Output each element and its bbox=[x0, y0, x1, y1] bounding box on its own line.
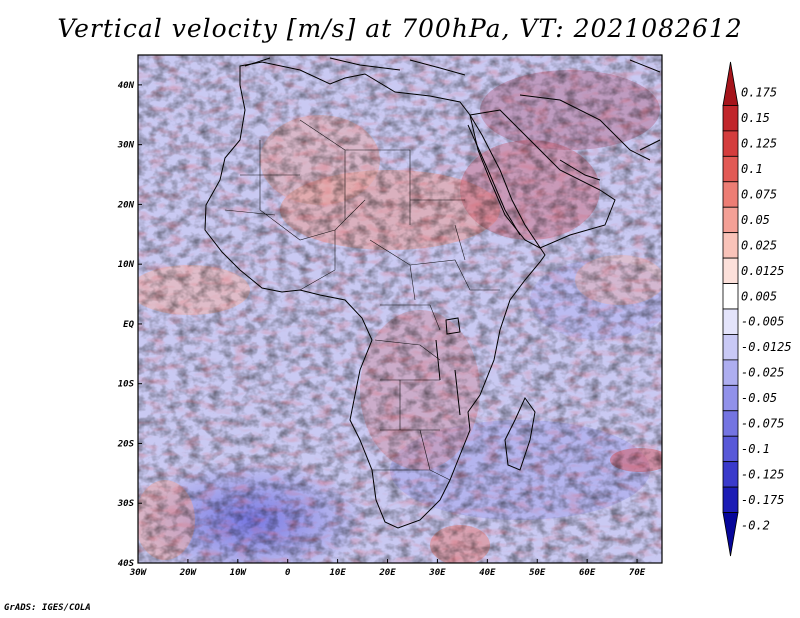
colorbar-label: -0.025 bbox=[741, 366, 784, 380]
colorbar-swatch bbox=[722, 308, 739, 335]
lon-label: 70E bbox=[629, 568, 646, 578]
colorbar-label: -0.05 bbox=[741, 391, 777, 405]
lon-label: 20E bbox=[378, 568, 396, 578]
lon-label: 40E bbox=[479, 568, 496, 578]
colorbar-label: 0.05 bbox=[741, 213, 770, 227]
colorbar-label: 0.025 bbox=[741, 238, 777, 252]
credit-label: GrADS: IGES/COLA bbox=[4, 603, 91, 613]
colorbar-swatch bbox=[722, 206, 739, 234]
colorbar-label: -0.175 bbox=[741, 493, 784, 507]
colorbar-swatch bbox=[722, 512, 739, 557]
colorbar: 0.175 0.15 0.125 0.1 0.075 0.05 0.025 0.0125 0.0… bbox=[722, 61, 792, 557]
colorbar-label: -0.125 bbox=[741, 467, 784, 481]
colorbar-label: 0.125 bbox=[741, 137, 777, 151]
lat-label: EQ bbox=[123, 320, 134, 330]
lat-label: 10N bbox=[118, 260, 135, 270]
coastline bbox=[204, 57, 661, 529]
lon-label: 60E bbox=[579, 568, 596, 578]
colorbar-swatch bbox=[722, 359, 739, 386]
colorbar-swatch bbox=[722, 61, 739, 106]
lon-label: 0 bbox=[285, 568, 291, 578]
colorbar-label: 0.175 bbox=[741, 86, 777, 100]
colorbar-swatch bbox=[722, 410, 739, 437]
colorbar-swatch bbox=[722, 384, 739, 412]
colorbar-swatch bbox=[722, 257, 739, 284]
lat-label: 20N bbox=[117, 200, 135, 210]
latitude-axis: 40N 30N 20N 10N EQ 10S 20S 30S 40S bbox=[117, 81, 142, 569]
lon-label: 10E bbox=[329, 568, 346, 578]
plot-frame bbox=[137, 54, 663, 564]
colorbar-label: -0.2 bbox=[741, 518, 770, 532]
map-title: Vertical velocity [m/s] at 700hPa, VT: 2… bbox=[57, 14, 743, 43]
colorbar-label: -0.0125 bbox=[741, 340, 792, 354]
lat-label: 40S bbox=[118, 559, 135, 569]
colorbar-swatch bbox=[722, 283, 739, 310]
colorbar-swatch bbox=[722, 105, 739, 132]
colorbar-label: 0.075 bbox=[741, 188, 777, 202]
colorbar-label: 0.0125 bbox=[741, 264, 784, 278]
colorbar-swatch bbox=[722, 461, 739, 488]
lon-label: 30W bbox=[129, 568, 148, 578]
lon-label: 20W bbox=[179, 568, 198, 578]
colorbar-swatch bbox=[722, 232, 739, 259]
lat-label: 10S bbox=[118, 380, 135, 390]
colorbar-label: 0.1 bbox=[741, 162, 763, 176]
colorbar-swatch bbox=[722, 435, 739, 463]
lon-label: 50E bbox=[529, 568, 546, 578]
colorbar-swatch bbox=[722, 155, 739, 183]
colorbar-swatch bbox=[722, 181, 739, 208]
colorbar-swatch bbox=[722, 130, 739, 157]
longitude-axis: 30W 20W 10W 0 10E 20E 30E 40E 50E 60E 70E bbox=[129, 559, 646, 578]
velocity-field bbox=[138, 55, 662, 563]
lon-label: 10W bbox=[230, 568, 248, 578]
lat-label: 20S bbox=[117, 439, 135, 449]
lon-label: 30E bbox=[428, 568, 446, 578]
colorbar-label: 0.005 bbox=[741, 289, 777, 303]
colorbar-label: -0.075 bbox=[741, 417, 784, 431]
lat-label: 30S bbox=[117, 499, 135, 509]
colorbar-label: 0.15 bbox=[741, 111, 770, 125]
lat-label: 30N bbox=[117, 141, 135, 151]
lat-label: 40N bbox=[118, 81, 135, 91]
colorbar-label: -0.1 bbox=[741, 442, 770, 456]
colorbar-swatch bbox=[722, 334, 739, 361]
colorbar-swatch bbox=[722, 486, 739, 513]
colorbar-label: -0.005 bbox=[741, 315, 784, 329]
country-borders bbox=[224, 119, 500, 481]
